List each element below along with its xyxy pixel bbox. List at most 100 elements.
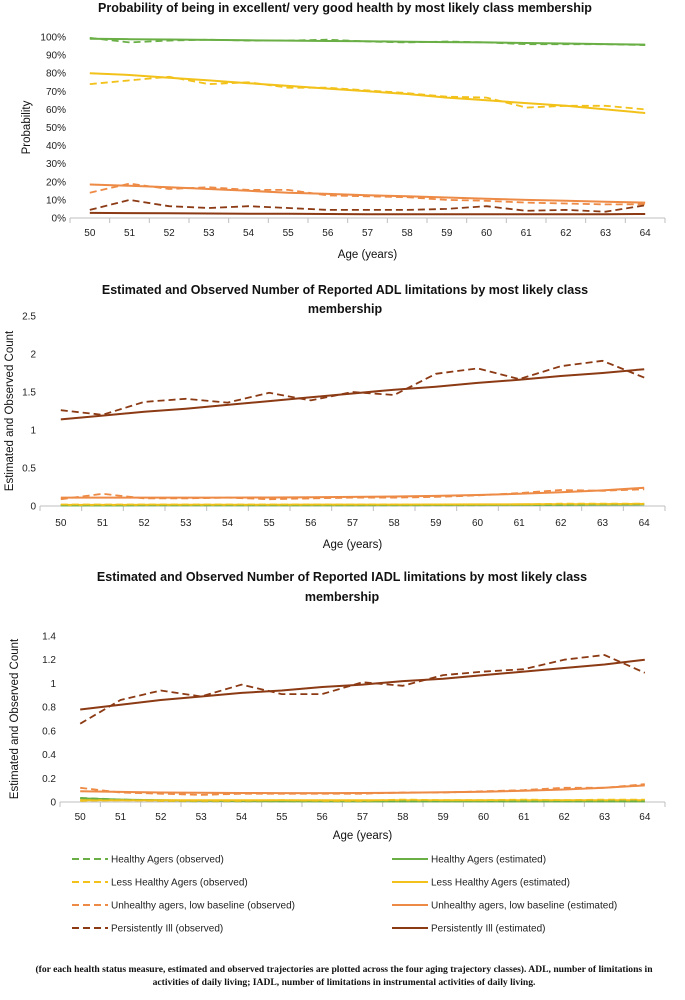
x-tick-label: 52 [164,228,176,239]
y-tick-label: 0 [30,502,36,513]
series-line-less-healthy-agers-estimated [89,72,646,114]
legend-label: Healthy Agers (estimated) [431,855,546,866]
figure-caption: (for each health status measure, estimat… [35,964,653,988]
y-tick-label: 80% [46,69,66,80]
x-tick-label: 55 [276,812,288,823]
x-tick-label: 57 [357,812,369,823]
y-tick-label: 50% [46,123,66,134]
y-tick-label: 30% [46,159,66,170]
x-tick-label: 53 [203,228,215,239]
x-tick-label: 56 [322,228,334,239]
x-tick-label: 60 [481,228,493,239]
y-tick-label: 90% [46,51,66,62]
x-tick-label: 62 [555,518,567,529]
series-line-healthy-agers-observed [89,37,646,46]
x-tick-label: 53 [196,812,208,823]
y-tick-label: 0.4 [42,750,56,761]
figure: Probability of being in excellent/ very … [4,1,666,935]
x-tick-label: 59 [438,812,450,823]
series-line-unhealthy-agers-low-baseline-observed [80,783,645,796]
y-tick-label: 0.2 [42,774,56,785]
x-tick-label: 61 [521,228,533,239]
chart-iadl-limitations: Estimated and Observed Number of Reporte… [9,570,666,842]
x-tick-label: 50 [55,518,67,529]
y-tick-label: 20% [46,177,66,188]
chart-adl-limitations: Estimated and Observed Number of Reporte… [4,283,666,551]
x-tick-label: 64 [640,228,652,239]
series-line-unhealthy-agers-low-baseline-estimated [89,183,646,204]
x-tick-label: 50 [84,228,96,239]
x-tick-label: 61 [514,518,526,529]
y-axis-label: Probability [21,100,33,154]
x-tick-label: 56 [317,812,329,823]
series-line-less-healthy-agers-observed [60,502,645,506]
chart-title-line: Estimated and Observed Number of Reporte… [102,283,588,297]
legend-label: Healthy Agers (observed) [111,855,224,866]
x-tick-label: 50 [75,812,87,823]
y-tick-label: 2 [30,350,36,361]
series-line-persistently-ill-observed [60,359,645,416]
x-tick-label: 54 [236,812,248,823]
x-tick-label: 57 [347,518,359,529]
x-tick-label: 63 [597,518,609,529]
y-tick-label: 100% [40,33,66,44]
x-tick-label: 51 [124,228,136,239]
x-tick-label: 64 [639,812,651,823]
series-line-persistently-ill-estimated [89,211,646,216]
y-tick-label: 1.5 [22,388,36,399]
series-line-persistently-ill-observed [89,198,646,213]
y-tick-label: 0 [50,798,56,809]
x-tick-label: 54 [222,518,234,529]
x-tick-label: 60 [478,812,490,823]
chart-title-line: Estimated and Observed Number of Reporte… [97,570,587,584]
y-tick-label: 0.5 [22,464,36,475]
legend-label: Persistently Ill (observed) [111,924,223,935]
y-tick-label: 1.4 [42,632,56,643]
series-line-unhealthy-agers-low-baseline-estimated [80,784,645,795]
legend: Healthy Agers (observed) Healthy Agers (e… [72,855,617,935]
series-line-unhealthy-agers-low-baseline-observed [60,488,645,501]
y-tick-label: 10% [46,195,66,206]
series-line-persistently-ill-estimated [60,368,645,421]
x-tick-label: 64 [639,518,651,529]
x-tick-label: 58 [397,812,409,823]
x-tick-label: 63 [600,228,612,239]
chart-title-line: membership [308,302,383,316]
x-tick-label: 62 [560,228,572,239]
x-axis-label: Age (years) [333,830,393,842]
legend-label: Less Healthy Agers (observed) [111,878,248,889]
series-line-less-healthy-agers-observed [89,75,646,111]
x-tick-label: 63 [599,812,611,823]
x-tick-label: 58 [389,518,401,529]
x-tick-label: 58 [402,228,414,239]
x-tick-label: 51 [97,518,109,529]
y-tick-label: 70% [46,87,66,98]
x-tick-label: 55 [283,228,295,239]
legend-label: Unhealthy agers, low baseline (estimated… [431,901,617,912]
series-line-persistently-ill-estimated [80,658,645,711]
series-line-less-healthy-agers-observed [80,798,645,802]
x-tick-label: 54 [243,228,255,239]
chart-health-probability: Probability of being in excellent/ very … [21,1,666,261]
y-tick-label: 0.6 [42,726,56,737]
x-axis-label: Age (years) [323,539,383,551]
chart-title-line: membership [305,590,380,604]
x-tick-label: 52 [155,812,167,823]
y-tick-label: 1 [50,679,56,690]
legend-label: Persistently Ill (estimated) [431,924,545,935]
x-tick-label: 61 [518,812,530,823]
y-tick-label: 0% [52,214,67,225]
x-tick-label: 59 [441,228,453,239]
legend-label: Unhealthy agers, low baseline (observed) [111,901,295,912]
x-tick-label: 51 [115,812,127,823]
series-line-unhealthy-agers-low-baseline-estimated [60,486,645,499]
legend-label: Less Healthy Agers (estimated) [431,878,570,889]
x-tick-label: 60 [472,518,484,529]
chart-title-line: Probability of being in excellent/ very … [98,1,592,15]
y-tick-label: 40% [46,141,66,152]
y-axis-label: Estimated and Observed Count [9,638,21,799]
x-tick-label: 55 [264,518,276,529]
y-tick-label: 0.8 [42,703,56,714]
x-tick-label: 56 [305,518,317,529]
x-tick-label: 57 [362,228,374,239]
